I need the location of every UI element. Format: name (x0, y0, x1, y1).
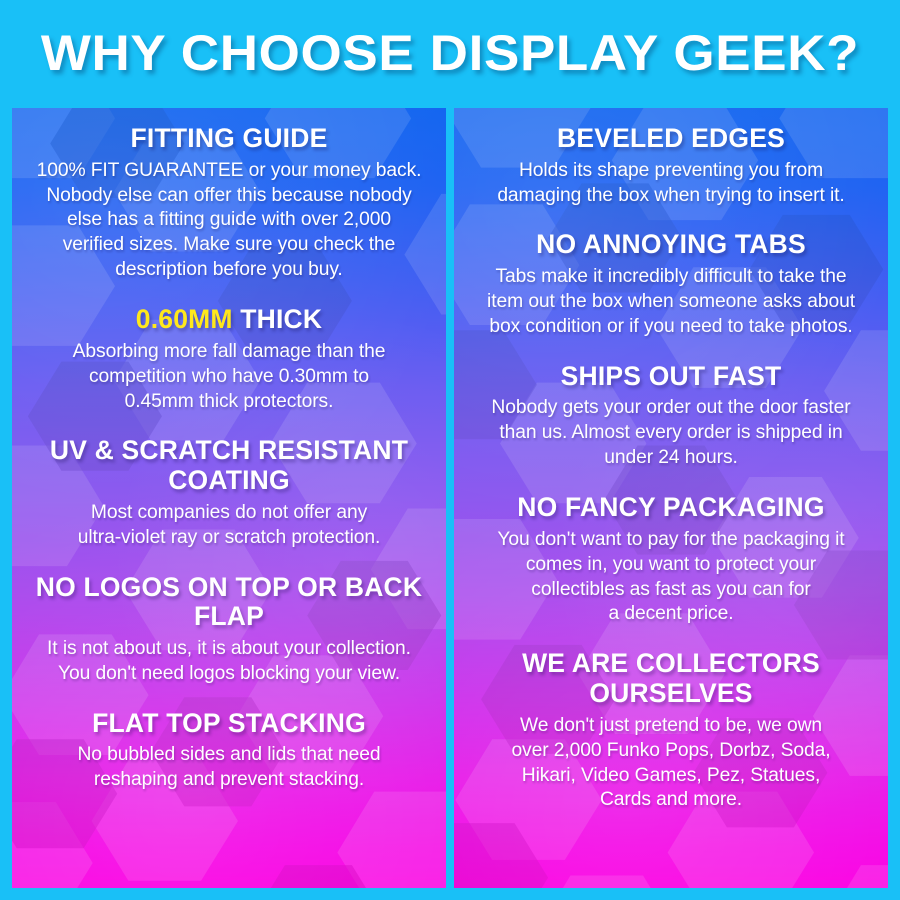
heading-rest: THICK (232, 304, 323, 335)
body-line: reshaping and prevent stacking. (93, 769, 365, 791)
body-line: comes in, you want to protect your (525, 553, 817, 575)
heading-line: RESISTANT COATING (168, 435, 409, 496)
body-line: You don't need logos blocking your view. (58, 662, 400, 684)
heading-line: WE ARE COLLECTORS (522, 648, 820, 679)
body-line: No bubbled sides and lids that need (77, 744, 381, 766)
body-line: Nobody gets your order out the door fast… (491, 397, 851, 419)
feature-body: Most companies do not offer any ultra-vi… (24, 501, 434, 551)
body-line: verified sizes. Make sure you check the (62, 234, 396, 256)
feature-uv-scratch-coating: UV & SCRATCH RESISTANT COATING Most comp… (24, 436, 434, 550)
heading-highlight: 0.60MM (135, 304, 233, 335)
feature-no-fancy-packaging: NO FANCY PACKAGING You don't want to pay… (466, 492, 876, 628)
feature-heading: FLAT TOP STACKING (92, 707, 366, 738)
body-line: a decent price. (608, 603, 734, 625)
feature-body: It is not about us, it is about your col… (24, 637, 434, 687)
body-line: Holds its shape preventing you from (518, 159, 824, 181)
feature-beveled-edges: BEVELED EDGES Holds its shape preventing… (466, 123, 876, 209)
body-line: It is not about us, it is about your col… (47, 637, 411, 659)
feature-heading: 0.60MM THICK (24, 304, 434, 335)
body-line: 0.45mm thick protectors. (124, 390, 334, 412)
body-line: 100% FIT GUARANTEE or your money back. (36, 159, 422, 181)
body-line: under 24 hours. (604, 447, 738, 469)
body-line: over 2,000 Funko Pops, Dorbz, Soda, (511, 739, 831, 761)
body-line: competition who have 0.30mm to (89, 365, 369, 387)
feature-heading: UV & SCRATCH RESISTANT COATING (24, 436, 434, 495)
feature-no-logos: NO LOGOS ON TOP OR BACK FLAP It is not a… (24, 571, 434, 687)
feature-body: 100% FIT GUARANTEE or your money back. N… (24, 159, 434, 283)
body-line: Nobody else can offer this because nobod… (46, 184, 412, 206)
body-line: We don't just pretend to be, we own (519, 714, 823, 736)
feature-heading: NO ANNOYING TABS (536, 229, 806, 260)
feature-ships-out-fast: SHIPS OUT FAST Nobody gets your order ou… (466, 360, 876, 471)
feature-heading: NO FANCY PACKAGING (517, 492, 825, 523)
heading-line: UV & SCRATCH (49, 435, 251, 466)
heading-line: OURSELVES (589, 678, 753, 709)
body-line: Hikari, Video Games, Pez, Statues, (521, 764, 821, 786)
body-line: Most companies do not offer any (90, 501, 368, 523)
body-line: Absorbing more fall damage than the (72, 340, 386, 362)
feature-body: Holds its shape preventing you from dama… (466, 159, 876, 209)
feature-thickness: 0.60MM THICK Absorbing more fall damage … (24, 304, 434, 415)
page-title: WHY CHOOSE DISPLAY GEEK? (40, 25, 860, 81)
feature-heading: BEVELED EDGES (557, 123, 785, 153)
body-line: description before you buy. (115, 259, 343, 281)
feature-flat-top-stacking: FLAT TOP STACKING No bubbled sides and l… (24, 707, 434, 793)
body-line: Cards and more. (599, 789, 743, 811)
feature-no-annoying-tabs: NO ANNOYING TABS Tabs make it incredibly… (466, 230, 876, 339)
heading-line: OR BACK FLAP (194, 571, 423, 632)
body-line: You don't want to pay for the packaging … (497, 528, 845, 550)
feature-fitting-guide: FITTING GUIDE 100% FIT GUARANTEE or your… (24, 123, 434, 283)
feature-columns: FITTING GUIDE 100% FIT GUARANTEE or your… (12, 108, 888, 888)
feature-heading: SHIPS OUT FAST (560, 360, 782, 391)
body-line: damaging the box when trying to insert i… (497, 184, 845, 206)
feature-heading: FITTING GUIDE (130, 123, 328, 153)
body-line: collectibles as fast as you can for (531, 578, 811, 600)
heading-line: NO LOGOS ON TOP (35, 571, 290, 602)
body-line: else has a fitting guide with over 2,000 (67, 209, 391, 231)
header-banner: WHY CHOOSE DISPLAY GEEK? (0, 0, 900, 106)
left-feature-panel: FITTING GUIDE 100% FIT GUARANTEE or your… (12, 108, 446, 888)
feature-we-are-collectors: WE ARE COLLECTORS OURSELVES We don't jus… (466, 649, 876, 813)
body-line: item out the box when someone asks about (487, 291, 855, 313)
body-line: box condition or if you need to take pho… (489, 315, 853, 337)
feature-body: Nobody gets your order out the door fast… (466, 396, 876, 471)
feature-body: Tabs make it incredibly difficult to tak… (466, 265, 876, 340)
body-line: than us. Almost every order is shipped i… (499, 422, 843, 444)
body-line: Tabs make it incredibly difficult to tak… (495, 266, 847, 288)
feature-body: We don't just pretend to be, we own over… (466, 714, 876, 814)
feature-heading: WE ARE COLLECTORS OURSELVES (466, 649, 876, 708)
right-feature-panel: BEVELED EDGES Holds its shape preventing… (454, 108, 888, 888)
feature-body: Absorbing more fall damage than the comp… (24, 340, 434, 415)
feature-body: You don't want to pay for the packaging … (466, 528, 876, 628)
feature-body: No bubbled sides and lids that need resh… (24, 743, 434, 793)
feature-heading: NO LOGOS ON TOP OR BACK FLAP (24, 571, 434, 632)
body-line: ultra-violet ray or scratch protection. (77, 526, 381, 548)
